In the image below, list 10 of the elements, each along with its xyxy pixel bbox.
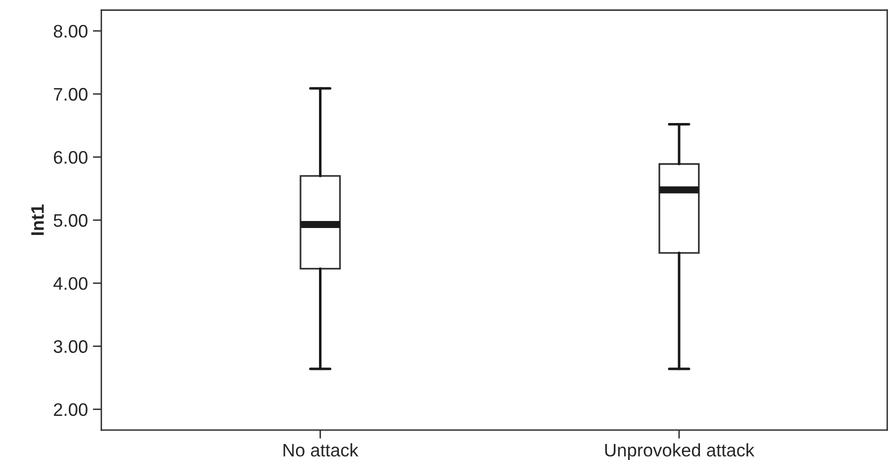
y-tick-label: 3.00 bbox=[54, 340, 88, 353]
y-tick-label: 2.00 bbox=[54, 403, 88, 416]
y-axis-title: Int1 bbox=[31, 204, 44, 235]
y-tick-label: 7.00 bbox=[54, 88, 88, 101]
y-tick-label: 8.00 bbox=[54, 24, 88, 38]
x-tick-label: No attack bbox=[284, 443, 358, 457]
y-tick-label: 6.00 bbox=[54, 150, 88, 164]
y-tick-label: 4.00 bbox=[53, 277, 88, 290]
y-tick-label: 5.00 bbox=[54, 214, 88, 227]
x-tick-label: Unprovoked attack bbox=[605, 443, 754, 460]
